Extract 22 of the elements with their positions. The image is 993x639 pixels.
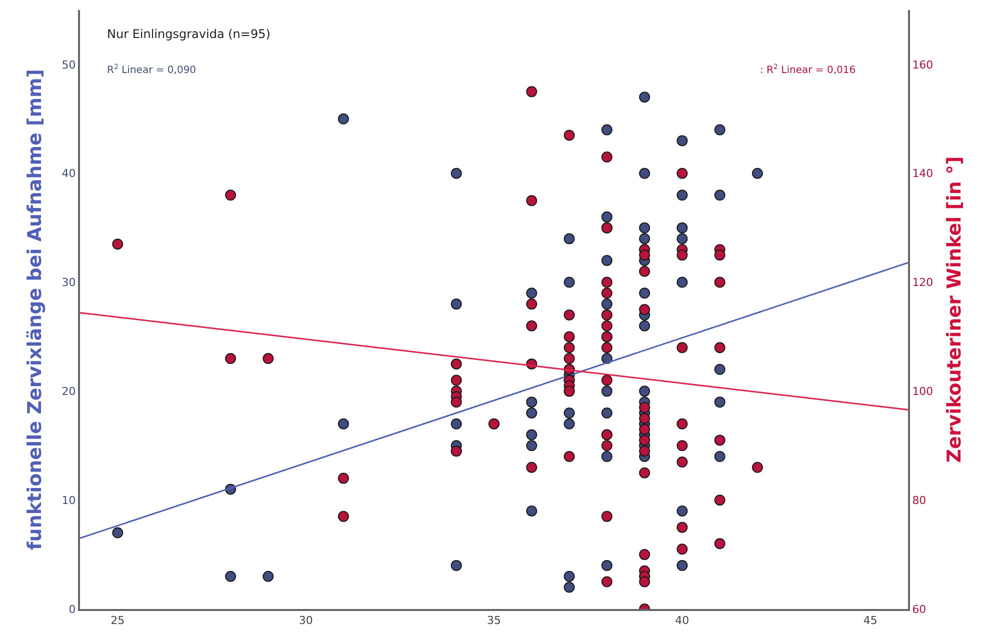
x-tick-label: 35 bbox=[487, 614, 501, 628]
x-tick-label: 25 bbox=[110, 614, 125, 628]
y-tick-label: 50 bbox=[62, 58, 76, 72]
annotation: : R$^{2}$ Linear = 0,016 bbox=[760, 63, 856, 76]
y-tick-label: 30 bbox=[62, 276, 76, 290]
annotation: Nur Einlingsgravida (n=95) bbox=[107, 27, 270, 41]
y2-tick-label: 140 bbox=[912, 167, 934, 180]
y2-tick-label: 120 bbox=[912, 276, 934, 290]
y2-tick-label: 100 bbox=[912, 385, 934, 398]
x-tick-label: 45 bbox=[863, 614, 878, 628]
y-tick-label: 20 bbox=[62, 385, 76, 398]
y2-tick-label: 80 bbox=[912, 494, 926, 507]
y2-tick-label: 160 bbox=[912, 58, 934, 72]
y2-tick-label: 60 bbox=[912, 602, 926, 616]
x-tick-label: 30 bbox=[298, 614, 313, 628]
annotation: R$^{2}$ Linear = 0,090 bbox=[107, 63, 196, 76]
y2-axis-title: Zervikouteriner Winkel [in °] bbox=[944, 156, 966, 463]
y-tick-label: 40 bbox=[62, 167, 76, 180]
x-tick-label: 40 bbox=[675, 614, 690, 628]
y-axis-title: funktionelle Zervixlänge bei Aufnahme [mm] bbox=[24, 69, 46, 550]
y-tick-label: 10 bbox=[62, 494, 76, 507]
y-tick-label: 0 bbox=[68, 602, 76, 616]
